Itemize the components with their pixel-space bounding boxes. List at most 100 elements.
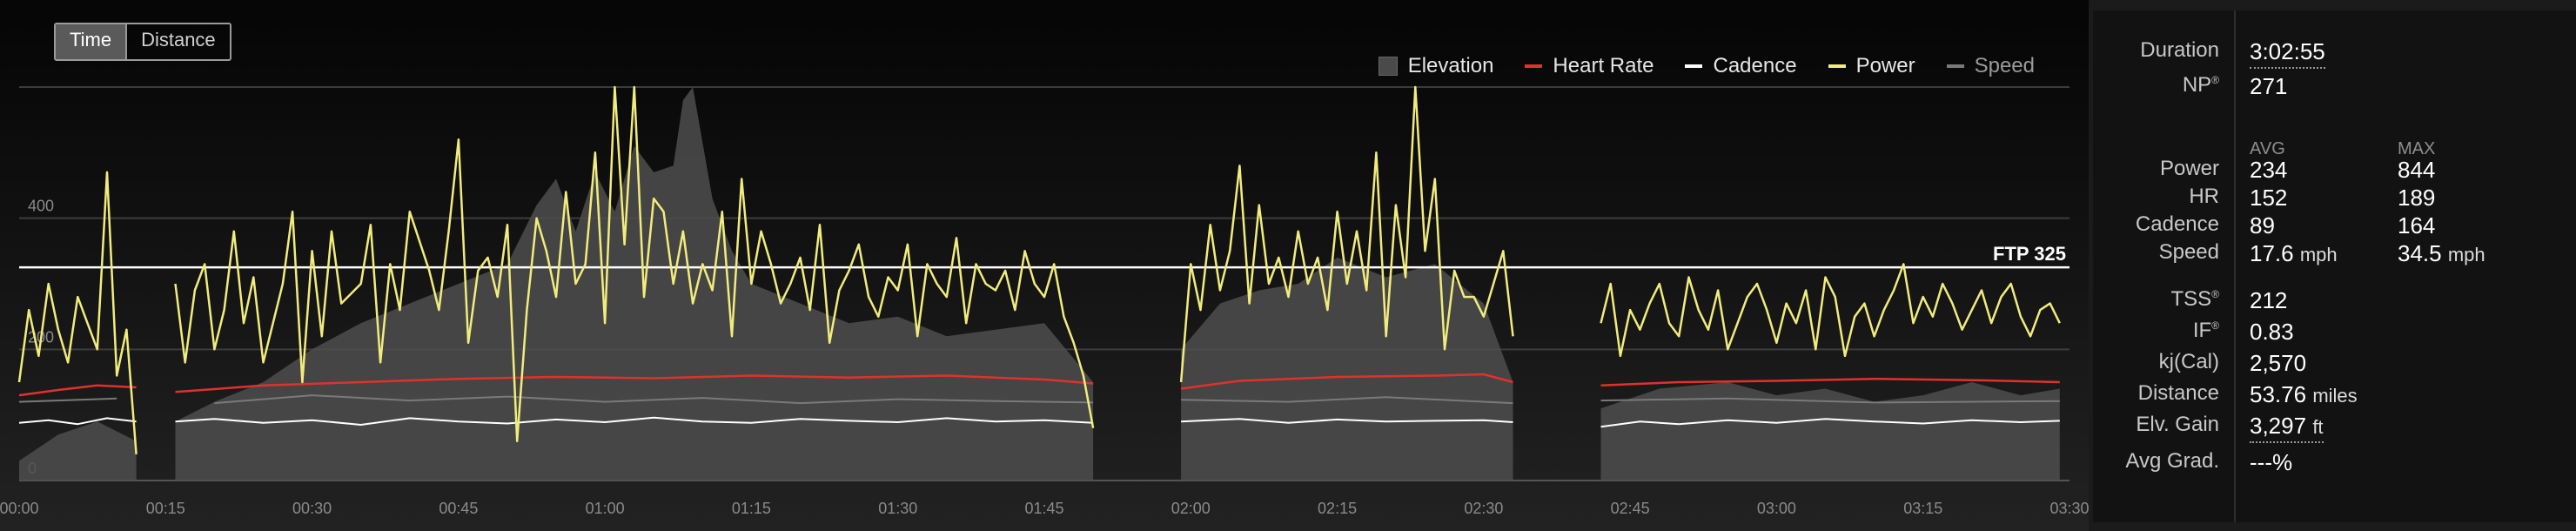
chart-legend: Elevation Heart Rate Cadence Power Speed xyxy=(1378,54,2035,78)
stat-distance: Distance 53.76 miles xyxy=(2093,381,2576,411)
tss-label: TSS® xyxy=(2170,287,2219,311)
power-swatch-icon xyxy=(1828,64,1846,68)
toggle-time[interactable]: Time xyxy=(56,24,128,59)
max-column-header: MAX xyxy=(2398,139,2436,158)
chart-panel: Time Distance Elevation Heart Rate Caden… xyxy=(0,0,2089,531)
heart-rate-line xyxy=(1180,373,1513,390)
avg-column-header: AVG xyxy=(2250,139,2285,158)
stats-panel: Duration 3:02:55 NP® 271 AVG MAX Power 2… xyxy=(2093,10,2576,522)
x-tick-label: 01:15 xyxy=(732,500,771,517)
if-label: IF® xyxy=(2192,319,2219,342)
power-label: Power xyxy=(2159,157,2219,180)
speed-line xyxy=(1600,397,2060,404)
stat-hr: HR 152 189 xyxy=(2093,185,2576,214)
power-line xyxy=(174,85,1095,443)
legend-label-cadence: Cadence xyxy=(1713,54,1797,77)
cadence-max: 164 xyxy=(2398,212,2436,239)
stat-kj: kj(Cal) 2,570 xyxy=(2093,350,2576,380)
stat-np: NP® 271 xyxy=(2093,73,2576,103)
x-tick-label: 02:30 xyxy=(1464,500,1503,517)
tss-value: 212 xyxy=(2250,287,2288,313)
stat-duration: Duration 3:02:55 xyxy=(2093,38,2576,69)
speed-label: Speed xyxy=(2158,240,2219,264)
hr-avg: 152 xyxy=(2250,185,2288,211)
cadence-label: Cadence xyxy=(2135,212,2219,236)
stat-if: IF® 0.83 xyxy=(2093,319,2576,348)
cadence-swatch-icon xyxy=(1685,64,1703,68)
y-tick-label: 400 xyxy=(28,198,54,215)
if-value: 0.83 xyxy=(2250,319,2294,345)
elevation-area xyxy=(175,87,1094,481)
x-tick-label: 00:45 xyxy=(439,500,478,517)
ftp-label: FTP 325 xyxy=(1993,243,2066,265)
x-tick-label: 03:00 xyxy=(1757,500,1796,517)
cadence-line xyxy=(18,417,137,426)
toggle-distance[interactable]: Distance xyxy=(141,29,216,50)
x-tick-label: 02:45 xyxy=(1611,500,1650,517)
elevation-area xyxy=(19,421,137,481)
legend-item-power[interactable]: Power xyxy=(1828,54,1915,78)
x-tick-label: 00:15 xyxy=(146,500,185,517)
stat-speed: Speed 17.6 mph 34.5 mph xyxy=(2093,240,2576,270)
legend-label-power: Power xyxy=(1855,54,1915,77)
elevation-gain-label: Elv. Gain xyxy=(2136,413,2219,436)
heart-rate-line xyxy=(175,374,1094,393)
cadence-avg: 89 xyxy=(2250,212,2275,239)
power-line xyxy=(1179,85,1514,383)
power-line xyxy=(17,171,138,454)
x-tick-label: 02:15 xyxy=(1318,500,1357,517)
kj-label: kj(Cal) xyxy=(2158,350,2219,373)
duration-value[interactable]: 3:02:55 xyxy=(2250,38,2325,69)
time-distance-toggle[interactable]: Time Distance xyxy=(54,23,231,61)
x-tick-label: 01:00 xyxy=(586,500,625,517)
legend-label-speed: Speed xyxy=(1974,54,2035,77)
cadence-line xyxy=(175,416,1094,426)
x-tick-label: 01:45 xyxy=(1024,500,1063,517)
legend-label-heart-rate: Heart Rate xyxy=(1553,54,1654,77)
power-line xyxy=(1600,263,2061,358)
x-tick-label: 02:00 xyxy=(1171,500,1211,517)
avg-grade-value: ---% xyxy=(2250,449,2293,475)
power-max: 844 xyxy=(2398,157,2436,183)
cadence-line xyxy=(1181,418,1513,424)
stats-divider xyxy=(2234,10,2236,522)
stat-elevation-gain: Elv. Gain 3,297 ft xyxy=(2093,413,2576,443)
np-label: NP® xyxy=(2182,73,2219,97)
x-tick-label: 03:15 xyxy=(1903,500,1942,517)
stat-cadence: Cadence 89 164 xyxy=(2093,212,2576,242)
legend-item-heart-rate[interactable]: Heart Rate xyxy=(1525,54,1654,78)
legend-item-speed[interactable]: Speed xyxy=(1946,54,2035,78)
speed-line xyxy=(214,394,1094,405)
kj-value: 2,570 xyxy=(2250,350,2307,376)
avg-grade-label: Avg Grad. xyxy=(2125,449,2219,473)
heart-rate-line xyxy=(1600,377,2060,387)
distance-value: 53.76 miles xyxy=(2250,381,2358,407)
x-tick-label: 00:00 xyxy=(0,500,39,517)
speed-line xyxy=(18,397,117,403)
cadence-line xyxy=(1600,418,2060,428)
elevation-area xyxy=(1181,257,1513,481)
x-tick-label: 01:30 xyxy=(878,500,917,517)
x-tick-label: 00:30 xyxy=(292,500,332,517)
elevation-area xyxy=(1600,382,2060,481)
elevation-swatch-icon xyxy=(1378,57,1398,76)
legend-item-cadence[interactable]: Cadence xyxy=(1685,54,1797,78)
heart-rate-line xyxy=(18,384,137,397)
stat-avg-grade: Avg Grad. ---% xyxy=(2093,449,2576,479)
elevation-gain-value[interactable]: 3,297 ft xyxy=(2250,413,2324,443)
np-value: 271 xyxy=(2250,73,2288,99)
legend-item-elevation[interactable]: Elevation xyxy=(1378,54,1494,78)
activity-chart[interactable]: 0200400FTP 32500:0000:1500:3000:4501:000… xyxy=(0,0,2089,531)
stat-power: Power 234 844 xyxy=(2093,157,2576,186)
power-avg: 234 xyxy=(2250,157,2288,183)
speed-max: 34.5 mph xyxy=(2398,240,2485,266)
heart-rate-swatch-icon xyxy=(1525,64,1543,68)
distance-label: Distance xyxy=(2137,381,2219,405)
hr-label: HR xyxy=(2189,185,2219,208)
duration-label: Duration xyxy=(2140,38,2219,62)
speed-avg: 17.6 mph xyxy=(2250,240,2338,266)
legend-label-elevation: Elevation xyxy=(1407,54,1494,77)
x-tick-label: 03:30 xyxy=(2049,500,2089,517)
speed-swatch-icon xyxy=(1946,64,1964,68)
stat-tss: TSS® 212 xyxy=(2093,287,2576,317)
